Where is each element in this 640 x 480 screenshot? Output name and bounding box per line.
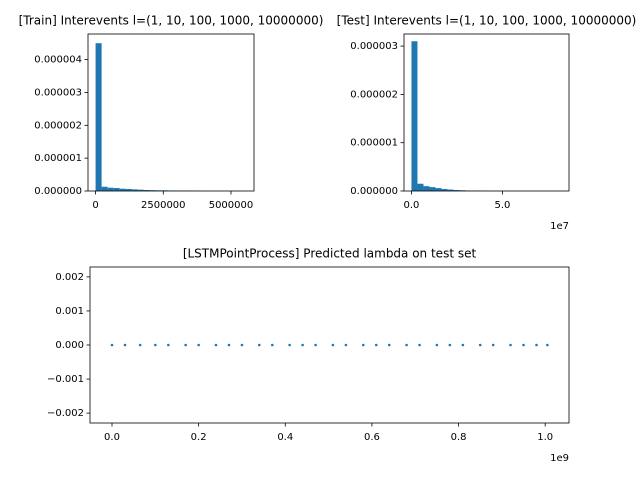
x-tick-label: 0.0	[104, 432, 120, 443]
bar	[143, 190, 150, 191]
bar	[435, 188, 442, 191]
y-tick-label: 0.000000	[34, 186, 82, 197]
point	[288, 343, 291, 347]
point	[301, 343, 304, 347]
bar	[131, 189, 138, 191]
y-tick-label: 0.000002	[350, 89, 398, 100]
x-offset-label: 1e9	[550, 453, 569, 464]
point	[344, 343, 348, 347]
axes-frame	[403, 33, 570, 192]
bar	[113, 188, 120, 191]
y-tick-label: 0.000004	[34, 55, 82, 66]
point	[270, 343, 274, 347]
point	[405, 343, 408, 347]
bar	[429, 187, 436, 191]
x-offset-label: 1e7	[550, 221, 569, 232]
y-tick-label: −0.002	[47, 408, 84, 419]
x-tick-label: 0.2	[191, 432, 207, 443]
chart-title: [Train] Interevents l=(1, 10, 100, 1000,…	[19, 14, 324, 28]
x-tick-label: 1.0	[537, 432, 553, 443]
x-tick-label: 0.8	[451, 432, 467, 443]
point	[509, 343, 512, 347]
point	[197, 343, 200, 347]
x-tick-label: 2500000	[141, 200, 186, 211]
x-tick-label: 0	[92, 200, 98, 211]
point	[184, 343, 187, 347]
point	[123, 343, 127, 347]
point	[110, 343, 114, 347]
y-tick-label: 0.000001	[350, 138, 398, 149]
bar	[149, 190, 156, 191]
point	[167, 343, 170, 347]
y-tick-label: 0.000001	[34, 153, 82, 164]
x-tick-label: 0.6	[364, 432, 380, 443]
point	[374, 343, 378, 347]
bar	[95, 43, 102, 191]
bar	[107, 187, 114, 191]
point	[546, 343, 549, 347]
y-tick-label: 0.002	[55, 272, 84, 283]
point	[240, 343, 244, 347]
bar	[119, 188, 126, 191]
point	[154, 343, 157, 347]
point	[331, 343, 335, 347]
point	[448, 343, 452, 347]
bar	[411, 41, 418, 191]
point	[314, 343, 317, 347]
point	[435, 343, 439, 347]
point	[361, 343, 365, 347]
x-tick-label: 5000000	[209, 200, 254, 211]
bar	[441, 189, 448, 191]
point	[478, 343, 482, 347]
y-tick-label: −0.001	[47, 374, 84, 385]
point	[418, 343, 421, 347]
point	[387, 343, 391, 347]
x-tick-label: 5.0	[494, 200, 510, 211]
bar	[417, 183, 424, 191]
bar	[101, 186, 108, 191]
point	[227, 343, 231, 347]
bar	[447, 189, 454, 191]
y-tick-label: 0.000003	[350, 41, 398, 52]
chart-title: [LSTMPointProcess] Predicted lambda on t…	[183, 247, 477, 261]
point	[461, 343, 465, 347]
axes-frame	[89, 266, 570, 424]
y-tick-label: 0.000	[55, 340, 84, 351]
point	[257, 343, 261, 347]
chart-title: [Test] Interevents l=(1, 10, 100, 1000, …	[337, 14, 637, 28]
x-tick-label: 0.0	[404, 200, 420, 211]
axes-frame	[87, 33, 255, 192]
y-tick-label: 0.000002	[34, 120, 82, 131]
bar	[453, 190, 460, 191]
y-tick-label: 0.000003	[34, 87, 82, 98]
x-tick-label: 0.4	[277, 432, 293, 443]
bar	[423, 186, 430, 191]
point	[522, 343, 525, 347]
point	[491, 343, 495, 347]
bar	[137, 189, 144, 191]
point	[138, 343, 142, 347]
bar	[125, 189, 132, 191]
point	[214, 343, 218, 347]
y-tick-label: 0.001	[55, 306, 84, 317]
point	[535, 343, 538, 347]
y-tick-label: 0.000000	[350, 186, 398, 197]
